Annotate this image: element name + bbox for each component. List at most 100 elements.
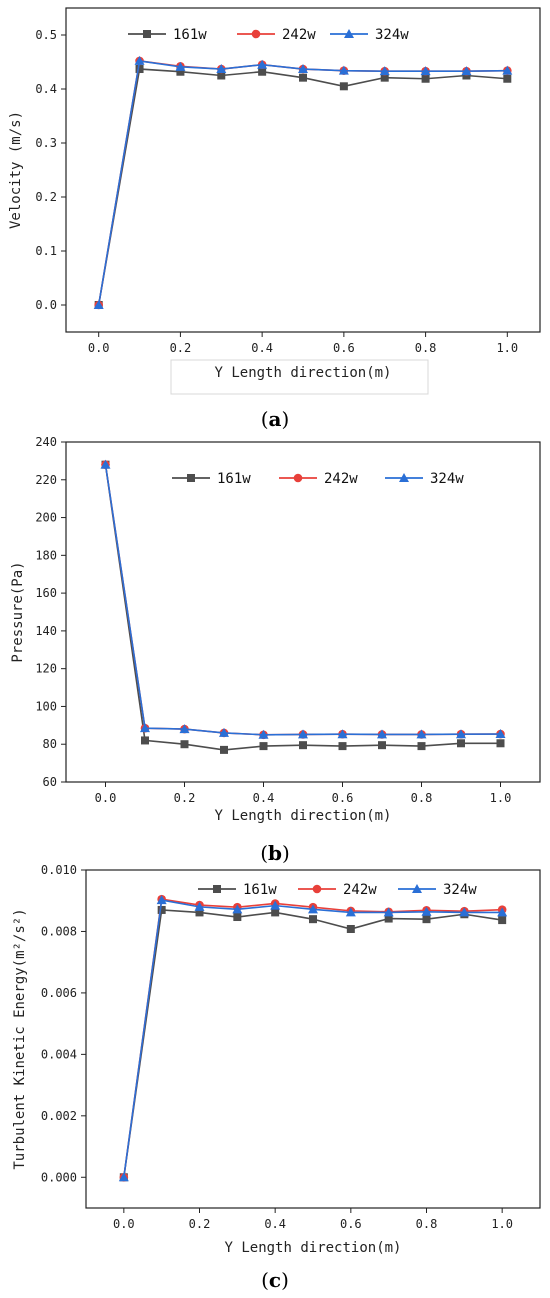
y-tick-label: 0.4 [35, 82, 57, 96]
data-point-161w [503, 74, 512, 83]
data-point-324w [93, 300, 104, 309]
data-point-324w [345, 907, 356, 917]
data-point-161w [498, 916, 507, 925]
data-point-324w [219, 727, 229, 737]
data-point-161w [233, 913, 242, 922]
x-tick-label: 0.6 [333, 341, 355, 355]
x-tick-label: 0.2 [189, 1217, 211, 1231]
data-point-324w [456, 729, 466, 739]
data-point-324w [134, 55, 145, 65]
y-tick-label: 120 [35, 662, 57, 676]
data-point-324w [421, 906, 432, 916]
data-point-161w [346, 924, 355, 933]
panel-label-c: (c) [261, 1268, 289, 1292]
y-tick-label: 240 [35, 435, 57, 449]
data-point-324w [298, 64, 308, 74]
data-point-161w [195, 908, 204, 917]
x-axis-label: Y Length direction(m) [214, 365, 391, 381]
x-tick-label: 0.6 [340, 1217, 362, 1231]
data-point-324w [502, 65, 513, 75]
x-tick-label: 0.8 [416, 1217, 438, 1231]
data-point-324w [258, 729, 269, 739]
y-tick-label: 0.1 [35, 244, 57, 258]
legend-marker-242w [251, 29, 261, 39]
x-tick-label: 0.4 [253, 791, 275, 805]
legend-label-242w: 242w [343, 882, 377, 898]
data-point-324w [175, 61, 186, 71]
x-tick-label: 0.6 [332, 791, 354, 805]
data-point-324w [216, 64, 227, 74]
data-point-324w [416, 729, 427, 739]
legend-label-161w: 161w [217, 471, 251, 487]
legend-label-324w: 324w [443, 882, 477, 898]
legend-label-242w: 242w [324, 471, 358, 487]
data-point-324w [338, 65, 349, 75]
x-axis-label: Y Length direction(m) [214, 808, 391, 824]
data-point-161w [421, 74, 430, 83]
plot-frame [65, 7, 541, 333]
data-point-324w [308, 904, 318, 914]
x-tick-label: 0.8 [411, 791, 433, 805]
y-axis-label: Turbulent Kinetic Energy(m²/s²) [12, 908, 28, 1169]
data-point-324w [495, 729, 506, 739]
y-tick-label: 0.0 [35, 298, 57, 312]
legend-label-161w: 161w [243, 882, 277, 898]
data-point-324w [118, 1172, 129, 1182]
y-tick-label: 0.2 [35, 190, 57, 204]
data-point-324w [497, 907, 508, 917]
x-tick-label: 0.4 [251, 341, 273, 355]
data-point-324w [459, 907, 470, 917]
chart-pressure: 0.0 0.2 0.4 0.6 0.8 1.0 60 80 100 120 140 160 180 200… [10, 435, 541, 824]
y-axis-label: Pressure(Pa) [10, 561, 26, 662]
x-tick-label: 1.0 [496, 341, 518, 355]
data-point-161w [384, 914, 393, 923]
legend-label-161w: 161w [173, 27, 207, 43]
data-point-324w [257, 59, 268, 69]
y-tick-label: 0.008 [41, 924, 77, 938]
data-point-324w [194, 901, 205, 911]
y-tick-label: 200 [35, 511, 57, 525]
y-tick-label: 0.3 [35, 136, 57, 150]
data-point-161w [339, 82, 348, 91]
data-point-324w [156, 895, 167, 905]
legend-marker-242w [312, 884, 322, 894]
data-point-161w [220, 745, 228, 754]
data-point-161w [422, 915, 431, 924]
data-point-324w [270, 900, 281, 910]
x-tick-label: 0.2 [170, 341, 192, 355]
plot-frame [85, 869, 541, 1209]
data-point-324w [100, 459, 111, 469]
y-tick-label: 140 [35, 624, 57, 638]
data-point-161w [338, 742, 347, 751]
x-tick-label: 0.8 [415, 341, 437, 355]
legend-label-242w: 242w [282, 27, 316, 43]
data-point-161w [462, 71, 471, 80]
x-axis-label: Y Length direction(m) [224, 1240, 401, 1256]
x-tick-label: 1.0 [491, 1217, 513, 1231]
data-point-161w [258, 67, 267, 76]
data-point-324w [461, 66, 472, 76]
data-point-161w [457, 739, 465, 748]
y-tick-label: 0.002 [41, 1109, 77, 1123]
y-tick-label: 0.004 [41, 1047, 77, 1061]
plot-frame [65, 441, 541, 783]
y-tick-label: 180 [35, 548, 57, 562]
data-point-161w [217, 71, 226, 80]
data-point-324w [179, 724, 190, 734]
y-tick-label: 60 [43, 775, 57, 789]
chart-velocity: 0.0 0.2 0.4 0.6 0.8 1.0 0.0 0.1 0.2 0.3 0.4 0.5 Y Le… [8, 7, 541, 395]
data-point-161w [417, 742, 426, 751]
data-point-324w [377, 729, 387, 739]
legend-marker-161w [187, 474, 195, 482]
x-tick-label: 0.2 [174, 791, 196, 805]
data-point-324w [337, 729, 348, 739]
data-point-161w [259, 742, 268, 751]
x-tick-label: 1.0 [490, 791, 512, 805]
data-point-161w [496, 739, 505, 748]
legend-marker-242w [293, 473, 303, 483]
data-point-161w [299, 741, 307, 750]
data-point-324w [140, 723, 150, 733]
legend-label-324w: 324w [375, 27, 409, 43]
legend-marker-324w [344, 29, 354, 38]
